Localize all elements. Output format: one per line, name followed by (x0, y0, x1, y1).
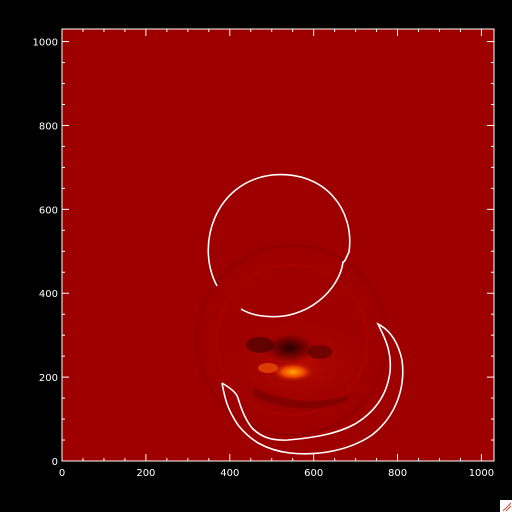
y-tick-label: 400 (39, 289, 58, 300)
upper-contour (207, 173, 351, 318)
solar-features (195, 243, 389, 437)
y-tick-label: 0 (52, 457, 58, 468)
x-axis: 0 200 400 600 800 1000 (59, 29, 494, 479)
y-tick-label: 1000 (33, 38, 58, 49)
x-tick-label: 400 (220, 468, 239, 479)
resize-grip-icon[interactable] (500, 500, 512, 512)
y-tick-label: 800 (39, 121, 58, 132)
y-tick-label: 200 (39, 373, 58, 384)
x-tick-label: 1000 (469, 468, 494, 479)
lower-contour (221, 322, 404, 455)
x-tick-label: 0 (59, 468, 65, 479)
bright-emission (271, 362, 315, 382)
x-tick-label: 600 (304, 468, 323, 479)
x-tick-label: 200 (136, 468, 155, 479)
x-tick-label: 800 (388, 468, 407, 479)
contour-lines (207, 173, 404, 455)
dark-core (262, 332, 318, 364)
y-tick-label: 600 (39, 205, 58, 216)
y-axis: 0 200 400 600 800 1000 (33, 38, 494, 468)
plot-frame (61, 28, 495, 462)
